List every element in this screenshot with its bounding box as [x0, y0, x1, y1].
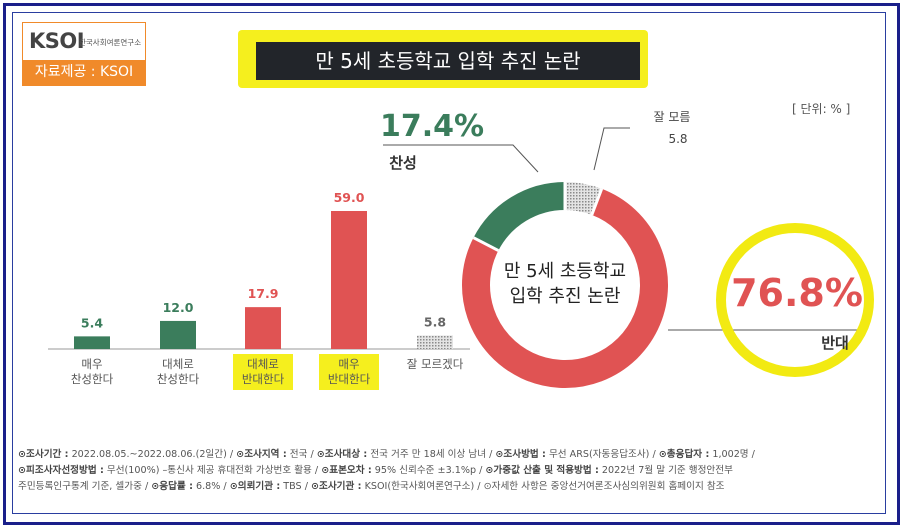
footnote-line: ⊙피조사자선정방법 : 무선(100%) –통신사 제공 휴대전화 가상번호 활… [18, 465, 733, 476]
donut-center-label: 만 5세 초등학교 [504, 261, 626, 282]
oppose-label: 반대 [821, 334, 849, 352]
outer-frame [3, 3, 900, 525]
bar [331, 211, 367, 349]
x-tick-label: 매우 [338, 357, 359, 371]
footnote-line: ⊙조사기간 : 2022.08.05.~2022.08.06.(2일간) / ⊙… [18, 449, 755, 460]
donut-center-label: 입학 추진 논란 [510, 286, 621, 307]
survey-footnote: ⊙조사기간 : 2022.08.05.~2022.08.06.(2일간) / ⊙… [18, 447, 878, 495]
donut-slice [462, 188, 668, 388]
bar [245, 307, 281, 349]
slice-separator [472, 236, 500, 252]
x-tick-label: 반대한다 [242, 372, 285, 386]
support-percent-label: 17.4% [380, 109, 484, 144]
slice-separator [590, 188, 604, 216]
bar-value-label: 5.8 [424, 314, 446, 329]
oppose-percent-label: 76.8% [731, 271, 863, 315]
logo-mark: KSOI [29, 29, 85, 53]
footnote-line: 주민등록인구통계 기준, 셀가중 / ⊙응답률 : 6.8% / ⊙의뢰기관 :… [18, 481, 725, 492]
bar [160, 320, 196, 349]
unsure-value-label: 5.8 [668, 132, 687, 146]
donut-slice [564, 182, 602, 216]
x-tick-label: 대체로 [162, 357, 194, 371]
unsure-label: 잘 모름 [654, 110, 691, 124]
marker-highlight [716, 223, 874, 377]
unit-label: [ 단위: % ] [792, 102, 851, 116]
bar-value-label: 5.4 [81, 315, 103, 330]
leader-line [383, 144, 539, 173]
bar [74, 336, 110, 349]
bar-value-label: 17.9 [248, 286, 279, 301]
leader-line [593, 127, 630, 171]
category-highlight [233, 354, 293, 390]
inner-frame [12, 12, 886, 514]
bar-value-label: 12.0 [163, 300, 194, 315]
category-highlight [319, 354, 379, 390]
source-label: 자료제공 : KSOI [23, 60, 145, 85]
x-tick-label: 잘 모르겠다 [407, 357, 464, 371]
x-tick-label: 찬성한다 [157, 372, 200, 386]
ksoi-logo: KSOI 한국사회여론연구소 자료제공 : KSOI [22, 22, 146, 86]
donut-slice [473, 182, 566, 251]
x-tick-label: 대체로 [247, 357, 279, 371]
chart-title: 만 5세 초등학교 입학 추진 논란 [256, 42, 640, 80]
x-tick-label: 매우 [81, 357, 102, 371]
logo-subtitle: 한국사회여론연구소 [79, 38, 142, 47]
support-label: 찬성 [389, 154, 417, 172]
x-tick-label: 찬성한다 [71, 372, 114, 386]
bar [417, 335, 453, 349]
bar-value-label: 59.0 [334, 190, 365, 205]
x-tick-label: 반대한다 [328, 372, 371, 386]
